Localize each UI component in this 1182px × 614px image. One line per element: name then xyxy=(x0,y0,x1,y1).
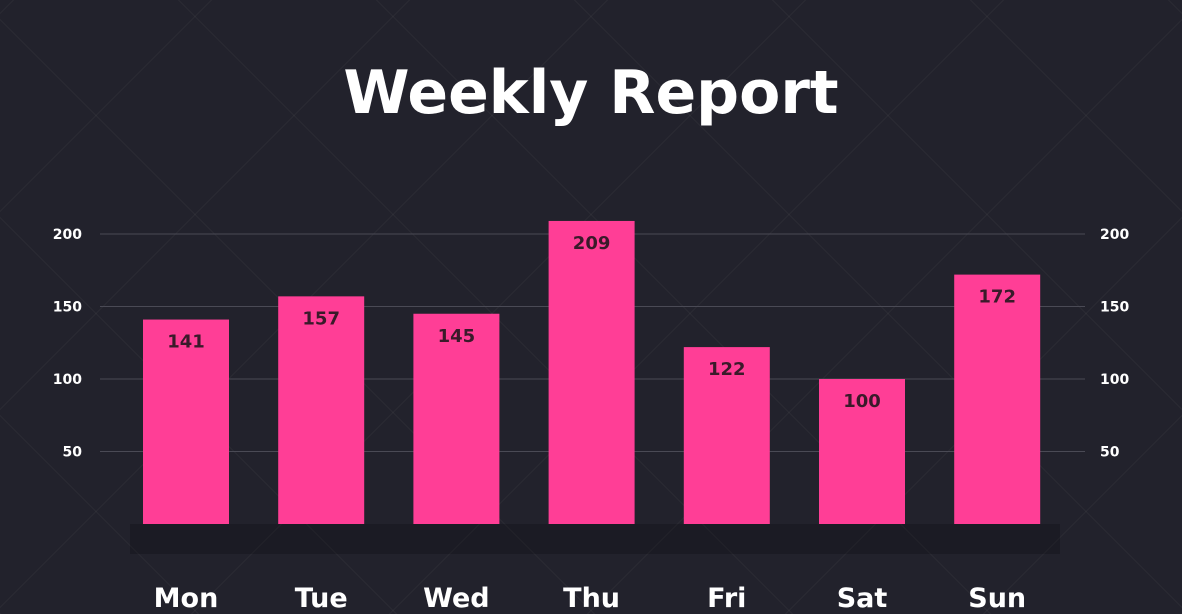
bar-sun xyxy=(954,274,1041,524)
labels-layer: 50 50 100 100 150 150 200 200 141 Mon 157 Tue 145 Wed… xyxy=(53,227,1130,614)
y-tick-left-50: 50 xyxy=(63,445,83,461)
bars-layer xyxy=(143,220,1041,524)
x-tick-fri: Fri xyxy=(707,583,746,614)
bar-floor-shadow xyxy=(130,524,1060,554)
x-tick-thu: Thu xyxy=(563,583,620,614)
bar-wed xyxy=(413,313,500,524)
y-tick-left-100: 100 xyxy=(53,372,82,388)
bar-value-fri: 122 xyxy=(708,359,746,380)
bar-value-wed: 145 xyxy=(438,326,476,347)
bar-tue xyxy=(278,296,365,524)
chart-title: Weekly Report xyxy=(343,58,839,128)
bar-fri xyxy=(683,347,770,524)
x-tick-mon: Mon xyxy=(154,583,219,614)
y-tick-right-50: 50 xyxy=(1100,445,1120,461)
bar-value-tue: 157 xyxy=(302,308,340,329)
x-tick-wed: Wed xyxy=(423,583,489,614)
bar-value-mon: 141 xyxy=(167,332,205,353)
bar-value-sun: 172 xyxy=(978,287,1016,308)
x-tick-sat: Sat xyxy=(837,583,888,614)
y-tick-left-200: 200 xyxy=(53,227,82,243)
x-tick-tue: Tue xyxy=(295,583,348,614)
bar-mon xyxy=(143,319,229,524)
y-tick-right-100: 100 xyxy=(1100,372,1129,388)
bar-value-sat: 100 xyxy=(843,391,881,412)
grid-layer xyxy=(100,233,1085,554)
bar-thu xyxy=(548,220,635,524)
bar-sat xyxy=(819,379,905,524)
bar-value-thu: 209 xyxy=(573,233,611,254)
y-tick-right-200: 200 xyxy=(1100,227,1129,243)
y-tick-right-150: 150 xyxy=(1100,300,1129,316)
y-tick-left-150: 150 xyxy=(53,300,82,316)
x-tick-sun: Sun xyxy=(968,583,1026,614)
